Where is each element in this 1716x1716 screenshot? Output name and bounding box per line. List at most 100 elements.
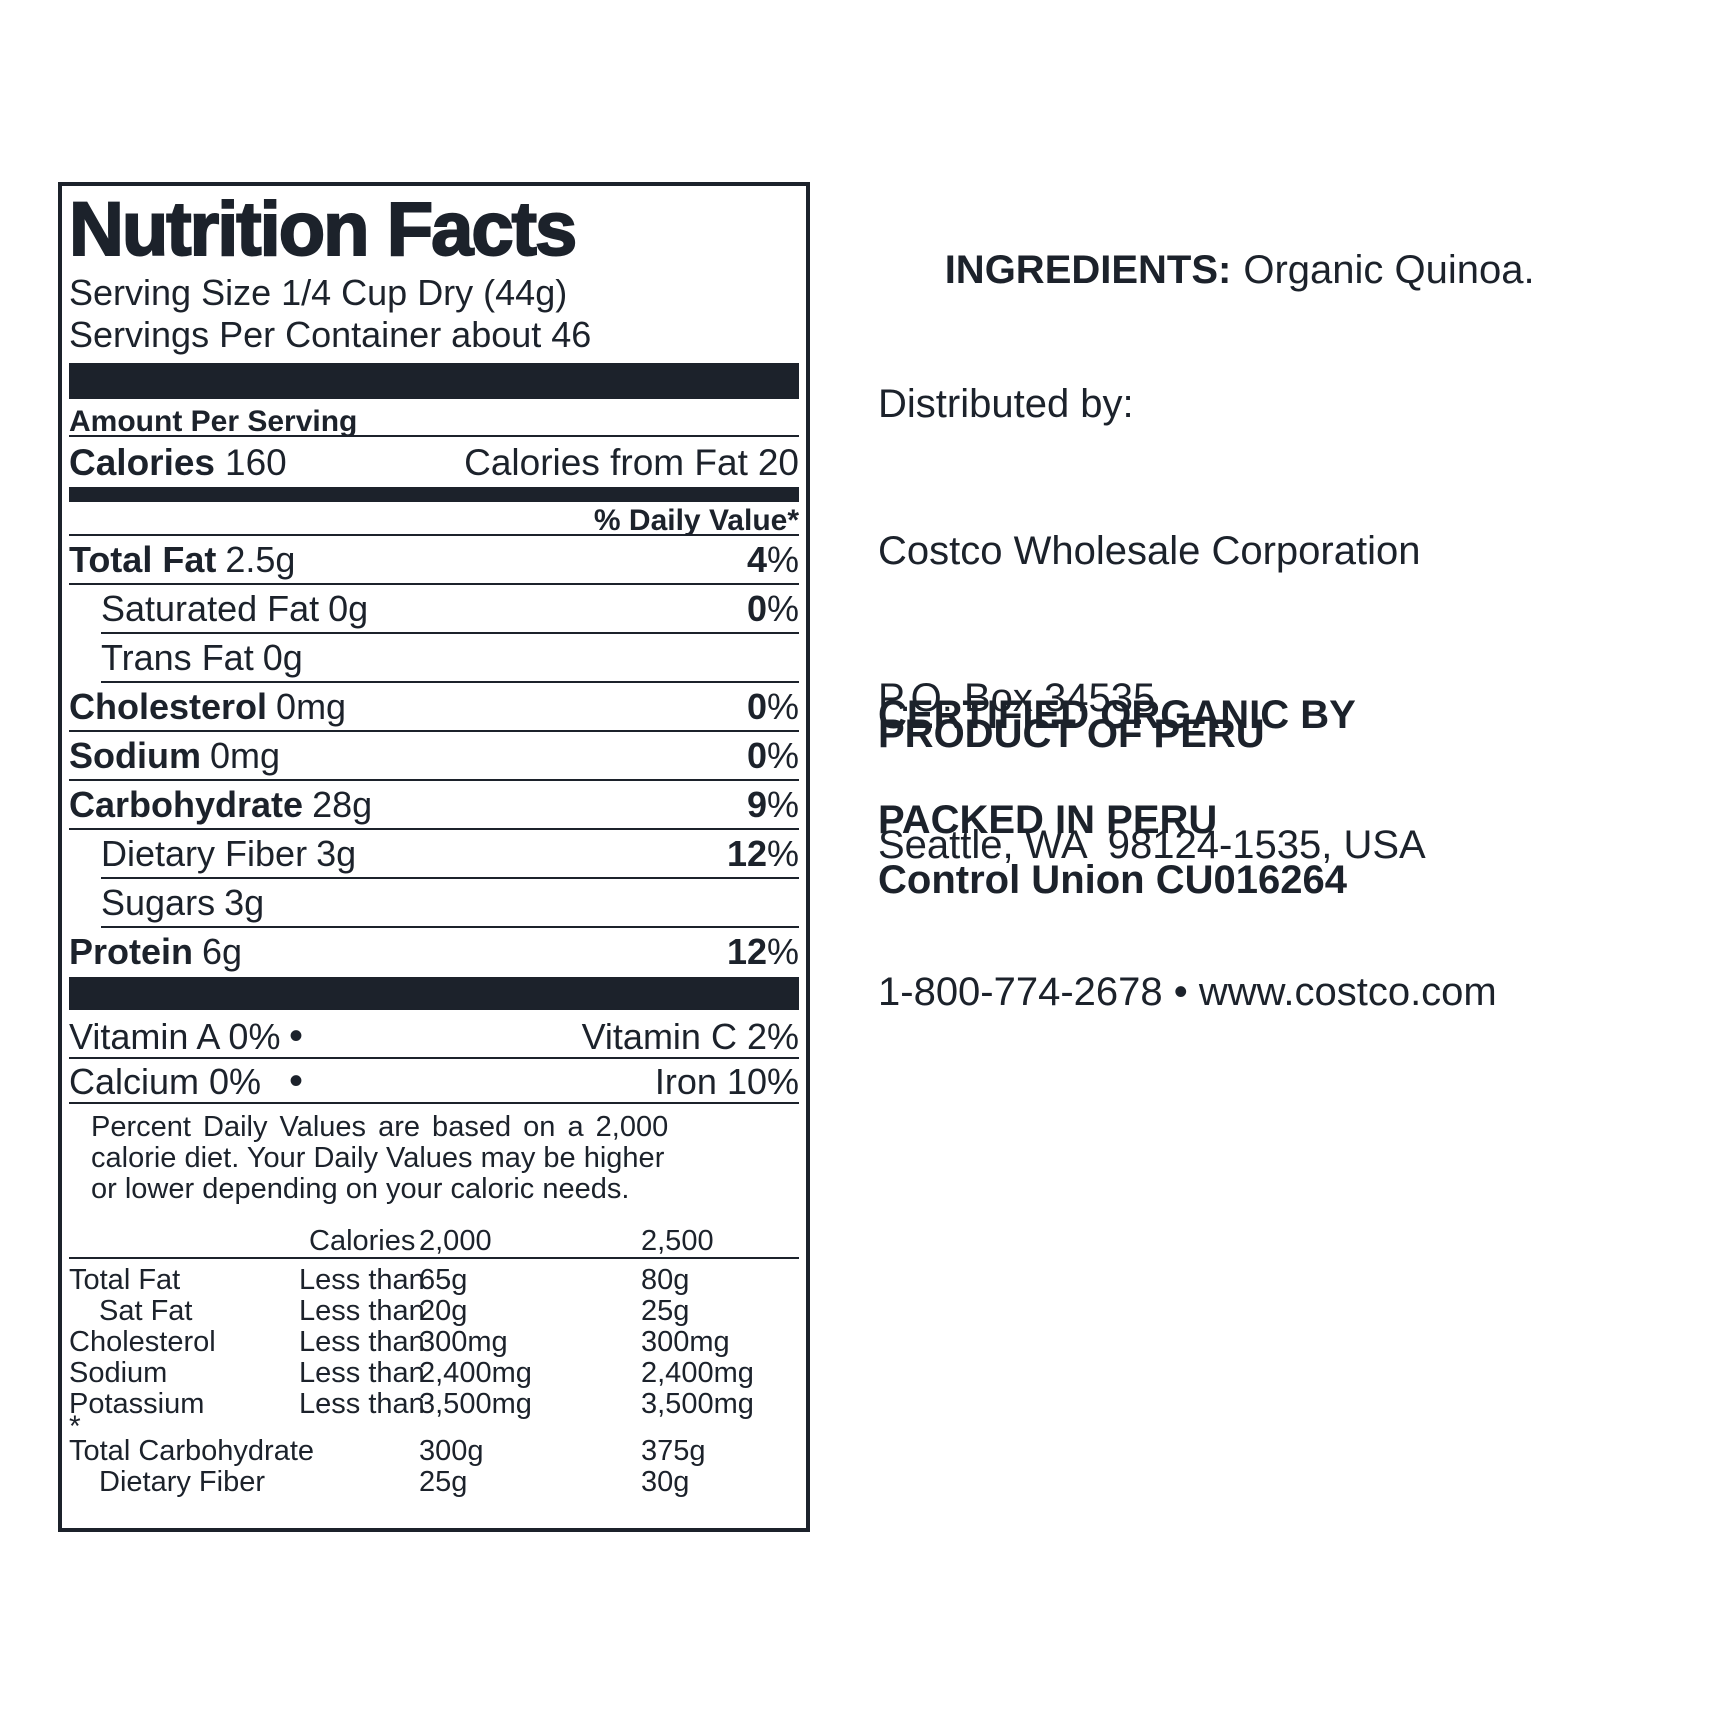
calories-value: 160 xyxy=(225,442,287,483)
serving-size: Serving Size 1/4 Cup Dry (44g) xyxy=(69,272,568,313)
footnote-line: calorie diet. Your Daily Values may be h… xyxy=(91,1142,665,1174)
nutrient-amount: 0g xyxy=(328,588,369,629)
thin-divider-bar xyxy=(69,487,799,502)
packed-in-line: PACKED IN PERU xyxy=(878,798,1218,842)
distributed-by: Distributed by: xyxy=(878,382,1134,426)
dv-number: 0 xyxy=(746,588,767,629)
servings-per-container: Servings Per Container about 46 xyxy=(69,314,592,355)
nutrient-row-sugars: Sugars 3g xyxy=(69,879,799,926)
calories-from-fat-value: 20 xyxy=(757,442,799,483)
nutrient-amount: 3g xyxy=(224,882,265,923)
nutrient-row-protein: Protein 6g 12% xyxy=(69,928,799,975)
footnote-line: Percent Daily Values are based on a 2,00… xyxy=(91,1111,669,1143)
nutrient-name: Total Fat xyxy=(69,539,217,580)
stray-asterisk: * xyxy=(69,1410,81,1443)
hairline-indented xyxy=(101,877,799,879)
nutrient-row-dietary-fiber: Dietary Fiber 3g 12% xyxy=(69,830,799,877)
hairline-indented xyxy=(101,926,799,928)
nutrient-dv: 9% xyxy=(747,781,799,828)
calories-from-fat: Calories from Fat 20 xyxy=(464,437,799,485)
percent-sign: % xyxy=(766,588,799,629)
nutrient-name: Dietary Fiber xyxy=(101,833,308,874)
nutrient-row-trans-fat: Trans Fat 0g xyxy=(69,634,799,681)
table-row: Total Carbohydrate 300g 375g xyxy=(69,1436,799,1467)
nutrient-row-saturated-fat: Saturated Fat 0g 0% xyxy=(69,585,799,632)
daily-value-header: % Daily Value* xyxy=(69,504,799,537)
row-condition: Less than xyxy=(299,1295,425,1327)
value-2500: 375g xyxy=(641,1435,706,1467)
section-divider-bar xyxy=(69,977,799,1010)
value-2500: 3,500mg xyxy=(641,1388,754,1420)
percent-sign: % xyxy=(766,784,799,825)
po-box: P.O. Box 34535 xyxy=(878,676,1156,720)
row-label: Potassium xyxy=(69,1388,205,1420)
row-label: Cholesterol xyxy=(69,1326,216,1358)
nutrient-name: Saturated Fat xyxy=(101,588,320,629)
row-label: Total Fat xyxy=(69,1264,181,1296)
nutrient-name: Carbohydrate xyxy=(69,784,304,825)
nutrient-amount: 0g xyxy=(262,637,303,678)
percent-sign: % xyxy=(766,539,799,580)
phone-and-website: 1-800-774-2678 • www.costco.com xyxy=(878,970,1497,1014)
row-condition: Less than xyxy=(299,1326,425,1358)
ingredients-line: INGREDIENTS: Organic Quinoa. xyxy=(878,192,1535,348)
dv-number: 4 xyxy=(746,539,767,580)
hairline xyxy=(69,1257,799,1259)
calories-row: Calories 160 Calories from Fat 20 xyxy=(69,437,799,485)
daily-value-footnote: Percent Daily Values are based on a 2,00… xyxy=(69,1112,799,1205)
nutrition-facts-title: Nutrition Facts xyxy=(68,187,578,272)
hairline xyxy=(69,828,799,830)
certifier-name: Control Union CU016264 xyxy=(878,858,1347,902)
nutrient-dv: 0% xyxy=(747,732,799,779)
col-2000-header: 2,000 xyxy=(419,1225,492,1257)
percent-sign: % xyxy=(766,686,799,727)
serving-info: Serving Size 1/4 Cup Dry (44g) Servings … xyxy=(69,272,799,356)
vitamin-c: Vitamin C 2% xyxy=(581,1016,799,1057)
nutrient-dv: 12% xyxy=(727,830,799,877)
value-2500: 300mg xyxy=(641,1326,730,1358)
value-2000: 25g xyxy=(419,1466,468,1498)
nutrient-amount: 2.5g xyxy=(225,539,296,580)
nutrient-dv: 4% xyxy=(747,536,799,583)
row-condition: Less than xyxy=(299,1357,425,1389)
iron: Iron 10% xyxy=(654,1061,799,1102)
nutrient-name: Trans Fat xyxy=(101,637,254,678)
dv-number: 12 xyxy=(726,931,767,972)
nutrient-name: Cholesterol xyxy=(69,686,268,727)
dv-number: 0 xyxy=(746,735,767,776)
nutrient-row-carbohydrate: Carbohydrate 28g 9% xyxy=(69,781,799,828)
nutrient-name: Protein xyxy=(69,931,194,972)
certification-block: CERTIFIED ORGANIC BY Control Union CU016… xyxy=(878,578,1356,1018)
calories: Calories 160 xyxy=(69,437,287,485)
col-2500-header: 2,500 xyxy=(641,1225,714,1257)
value-2500: 30g xyxy=(641,1466,690,1498)
row-condition: Less than xyxy=(299,1264,425,1296)
calories-column-label: Calories xyxy=(309,1225,416,1257)
nutrient-name: Sodium xyxy=(69,735,201,776)
dv-number: 0 xyxy=(746,686,767,727)
table-row: Sodium Less than 2,400mg 2,400mg xyxy=(69,1358,799,1389)
row-label: Sat Fat xyxy=(99,1295,193,1327)
value-2000: 3,500mg xyxy=(419,1388,532,1420)
nutrient-dv: 0% xyxy=(747,585,799,632)
nutrient-row-sodium: Sodium 0mg 0% xyxy=(69,732,799,779)
product-of-line: PRODUCT OF PERU xyxy=(878,712,1265,756)
value-2000: 2,400mg xyxy=(419,1357,532,1389)
hairline xyxy=(69,779,799,781)
row-condition: Less than xyxy=(299,1388,425,1420)
percent-sign: % xyxy=(766,833,799,874)
nutrient-amount: 28g xyxy=(312,784,373,825)
hairline-indented xyxy=(101,632,799,634)
bullet-separator: • xyxy=(289,1014,304,1058)
vitamin-row-calcium-iron: Calcium 0% • Iron 10% xyxy=(69,1059,799,1104)
table-row: Dietary Fiber 25g 30g xyxy=(69,1467,799,1498)
nutrient-name: Sugars xyxy=(101,882,216,923)
value-2500: 80g xyxy=(641,1264,690,1296)
table-row: Potassium Less than 3,500mg 3,500mg xyxy=(69,1389,799,1420)
vitamin-a: Vitamin A 0% xyxy=(69,1016,281,1057)
calories-from-fat-label: Calories from Fat xyxy=(464,442,748,483)
city-state-zip: Seattle, WA 98124-1535, USA xyxy=(878,823,1426,867)
table-row: Sat Fat Less than 20g 25g xyxy=(69,1296,799,1327)
footnote-line: or lower depending on your caloric needs… xyxy=(91,1173,630,1205)
